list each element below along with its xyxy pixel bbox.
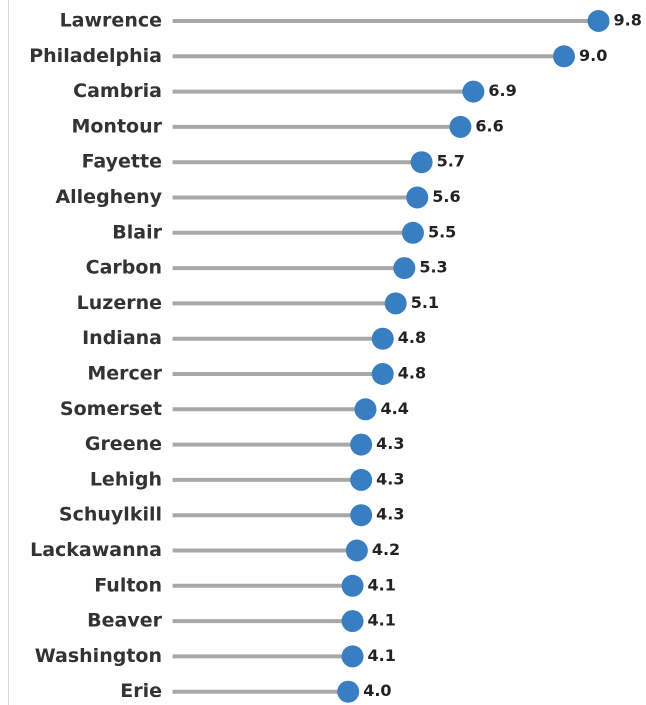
dot (462, 80, 485, 103)
dot (345, 539, 368, 562)
category-label: Schuylkill (59, 504, 162, 526)
dot (341, 574, 364, 597)
dot (406, 186, 429, 209)
dot (410, 151, 433, 174)
value-label: 4.1 (368, 611, 396, 630)
category-label: Carbon (86, 257, 162, 279)
dot (341, 610, 364, 633)
dot (384, 292, 407, 315)
value-label: 4.8 (398, 364, 426, 383)
dot (371, 327, 394, 350)
dot (350, 468, 373, 491)
value-label: 4.4 (380, 399, 408, 418)
category-label: Greene (85, 433, 162, 455)
category-label: Somerset (60, 398, 162, 420)
category-label: Lawrence (60, 10, 162, 32)
value-label: 4.0 (363, 681, 391, 700)
category-label: Philadelphia (29, 45, 162, 67)
category-label: Erie (120, 680, 162, 702)
category-label: Indiana (82, 327, 162, 349)
category-label: Fulton (94, 574, 162, 596)
value-label: 6.6 (475, 116, 503, 135)
category-label: Washington (35, 645, 162, 667)
value-label: 4.2 (372, 540, 400, 559)
value-label: 5.1 (411, 293, 439, 312)
category-label: Mercer (87, 363, 162, 385)
dot (449, 115, 472, 138)
category-label: Cambria (73, 80, 162, 102)
category-label: Luzerne (77, 292, 162, 314)
dot (401, 221, 424, 244)
dot (393, 257, 416, 280)
dot (354, 398, 377, 421)
value-label: 6.9 (488, 81, 516, 100)
category-label: Lehigh (90, 468, 162, 490)
value-label: 4.8 (398, 328, 426, 347)
value-label: 4.1 (368, 575, 396, 594)
value-label: 4.3 (376, 505, 404, 524)
dot (337, 680, 360, 703)
value-label: 4.3 (376, 434, 404, 453)
dot (371, 363, 394, 385)
dot (350, 433, 373, 456)
category-label: Montour (71, 115, 162, 137)
value-label: 4.3 (376, 469, 404, 488)
dot (350, 504, 373, 527)
value-label: 5.6 (432, 187, 460, 206)
dot (587, 10, 610, 32)
value-label: 9.0 (579, 46, 607, 65)
dot (341, 645, 364, 668)
category-label: Allegheny (55, 186, 162, 208)
value-label: 4.1 (368, 646, 396, 665)
value-label: 5.3 (419, 258, 447, 277)
value-label: 5.5 (428, 222, 456, 241)
value-label: 9.8 (614, 11, 642, 30)
category-label: Beaver (87, 610, 162, 632)
category-label: Lackawanna (30, 539, 162, 561)
value-label: 5.7 (437, 152, 465, 171)
dot (553, 45, 576, 68)
category-label: Blair (112, 221, 162, 243)
category-label: Fayette (82, 151, 162, 173)
